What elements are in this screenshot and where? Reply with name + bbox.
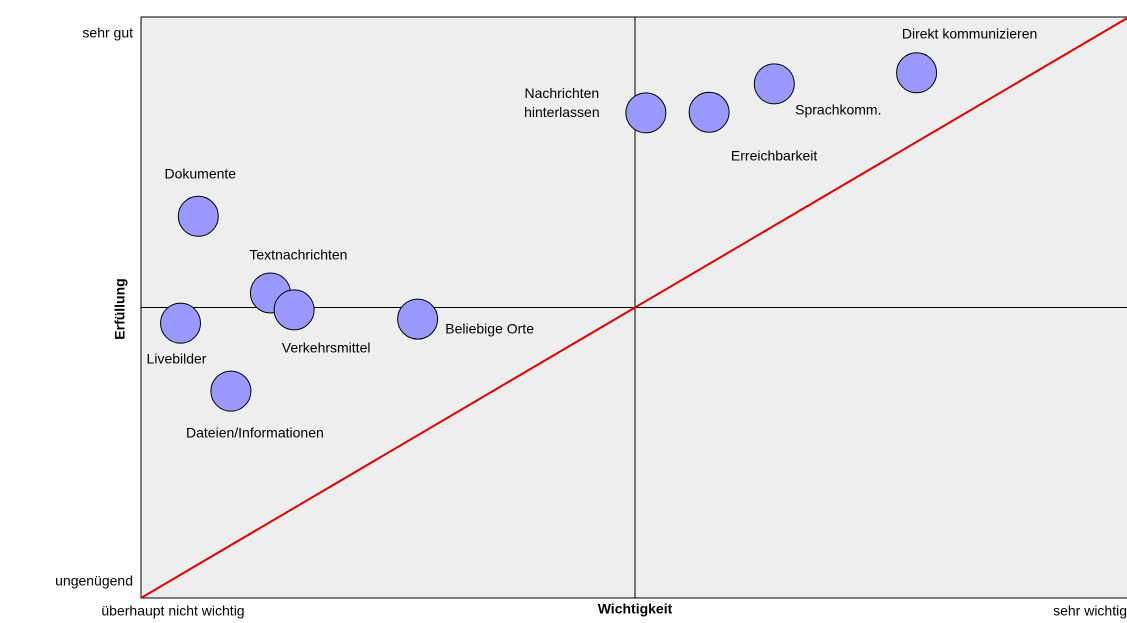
data-point [625, 92, 667, 134]
point-label: Livebilder [146, 350, 207, 367]
point-label: Direkt kommunizieren [901, 25, 1038, 42]
data-point [210, 370, 252, 412]
y-axis-title: Erfüllung [112, 278, 128, 339]
data-point [688, 91, 730, 133]
point-label: Erreichbarkeit [730, 147, 818, 164]
point-label: Textnachrichten [249, 246, 348, 263]
data-point [896, 52, 938, 94]
data-point [397, 298, 439, 340]
x-tick-label: sehr wichtig [1053, 603, 1127, 619]
point-label: Verkehrsmittel [281, 339, 371, 356]
point-label: Dokumente [164, 165, 237, 182]
y-tick-label: ungenügend [55, 573, 133, 589]
point-label: Beliebige Orte [445, 320, 534, 337]
point-label: Nachrichten hinterlassen [524, 84, 600, 120]
y-tick-label: sehr gut [82, 25, 133, 41]
point-label: Dateien/Informationen [186, 424, 324, 441]
reference-line [140, 17, 1127, 599]
data-point [273, 289, 315, 331]
x-tick-label: überhaupt nicht wichtig [101, 603, 244, 619]
data-point [753, 63, 795, 105]
data-point [177, 195, 219, 237]
x-axis-title: Wichtigkeit [598, 601, 673, 617]
data-point [160, 302, 202, 344]
point-label: Sprachkomm. [795, 101, 882, 118]
